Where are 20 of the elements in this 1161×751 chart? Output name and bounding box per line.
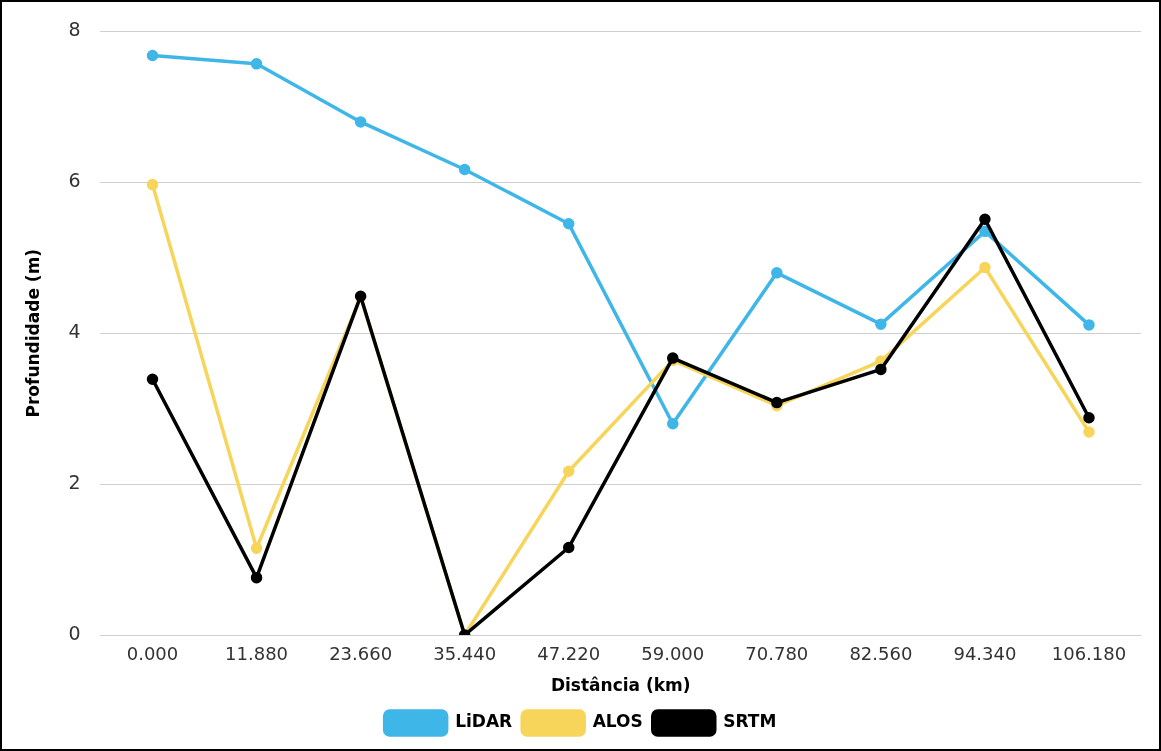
x-axis-title: Distância (km) [550, 675, 691, 696]
y-tick-label: 4 [68, 320, 81, 343]
x-tick-label: 94.340 [953, 643, 1017, 665]
y-tick-label: 6 [68, 169, 81, 192]
x-tick-label: 23.660 [329, 643, 393, 665]
legend-label: ALOS [592, 711, 643, 732]
y-tick-label: 0 [68, 621, 81, 644]
x-tick-label: 82.560 [849, 643, 913, 665]
x-tick-label: 11.880 [225, 643, 289, 665]
legend-label: LiDAR [455, 711, 513, 732]
x-tick-label: 35.440 [433, 643, 497, 665]
y-tick-label: 2 [68, 471, 81, 494]
x-tick-label: 59.000 [641, 643, 705, 665]
y-axis-title: Profundidade (m) [22, 248, 43, 418]
y-tick-label: 8 [68, 18, 81, 41]
x-tick-label: 106.180 [1051, 643, 1127, 665]
legend-label: SRTM [723, 711, 777, 732]
x-tick-label: 0.000 [126, 643, 179, 665]
x-tick-label: 70.780 [745, 643, 809, 665]
x-tick-label: 47.220 [537, 643, 601, 665]
